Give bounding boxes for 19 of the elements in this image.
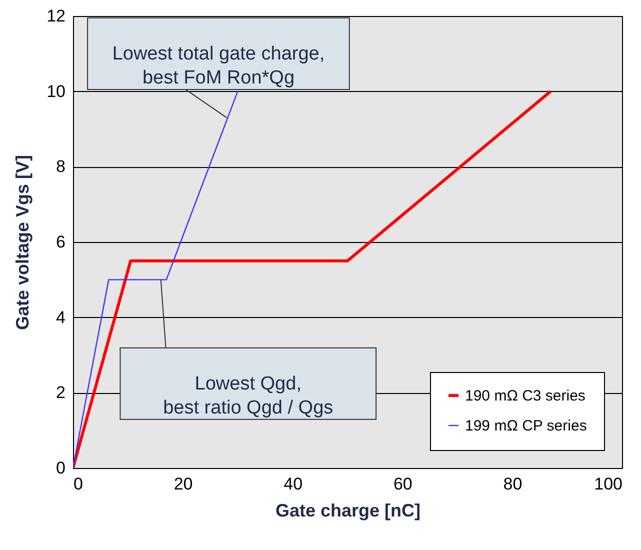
annotation: Lowest total gate charge, best FoM Ron*Qg [112,44,325,89]
x-tick-label: 100 [594,474,622,494]
y-tick-label: 6 [56,232,66,252]
legend-label: 190 mΩ C3 series [465,388,586,404]
x-tick-label: 0 [74,474,83,494]
x-tick-label: 20 [174,474,193,494]
x-tick-label: 60 [393,474,412,494]
y-axis-title: Gate voltage Vgs [V] [12,154,33,330]
y-tick-label: 2 [56,383,66,402]
x-tick-label: 40 [284,474,303,494]
y-tick-label: 12 [46,6,66,26]
x-tick-label: 80 [503,474,522,494]
y-tick-label: 8 [56,157,66,176]
y-tick-label: 4 [56,308,66,327]
y-tick-label: 10 [46,82,66,101]
x-axis-title: Gate charge [nC] [275,500,421,520]
y-tick-label: 0 [56,458,66,478]
annotation: Lowest Qgd, best ratio Qgd / Qgs [163,374,334,419]
legend-label: 199 mΩ CP series [465,418,587,434]
